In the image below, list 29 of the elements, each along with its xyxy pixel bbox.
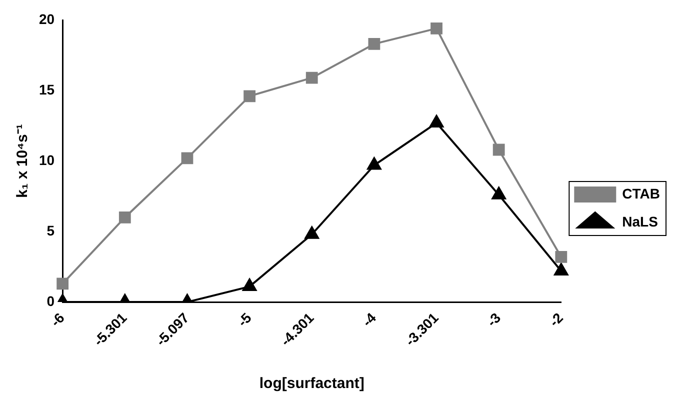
x-tick-label: -3 xyxy=(484,309,504,330)
y-tick-label: 15 xyxy=(38,81,55,98)
x-tick-label: -4 xyxy=(358,309,380,330)
point xyxy=(368,38,380,50)
y-tick-label: 20 xyxy=(38,10,55,27)
y-tick-label: 10 xyxy=(38,152,55,168)
point xyxy=(429,114,444,128)
point xyxy=(244,90,256,102)
x-tick-label: -5 xyxy=(234,309,255,330)
point xyxy=(242,278,257,292)
point xyxy=(492,186,506,200)
point xyxy=(118,211,131,224)
point xyxy=(554,263,568,276)
legend-label: CTAB xyxy=(622,185,660,202)
point xyxy=(555,250,568,263)
point xyxy=(306,72,318,84)
point xyxy=(367,157,382,170)
y-tick-label: 5 xyxy=(46,222,55,238)
point xyxy=(492,144,505,156)
x-tick-label: -6 xyxy=(47,309,68,330)
x-axis-title: log[surfactant] xyxy=(259,375,364,392)
point xyxy=(430,22,442,34)
legend-label: NaLS xyxy=(622,213,658,230)
point xyxy=(181,152,194,164)
point xyxy=(304,226,319,239)
y-tick-label: 0 xyxy=(46,292,55,309)
x-tick-label: -2 xyxy=(546,309,566,330)
point xyxy=(56,278,69,290)
y-axis-title: k₁ x 10⁴s⁻¹ xyxy=(14,124,32,198)
